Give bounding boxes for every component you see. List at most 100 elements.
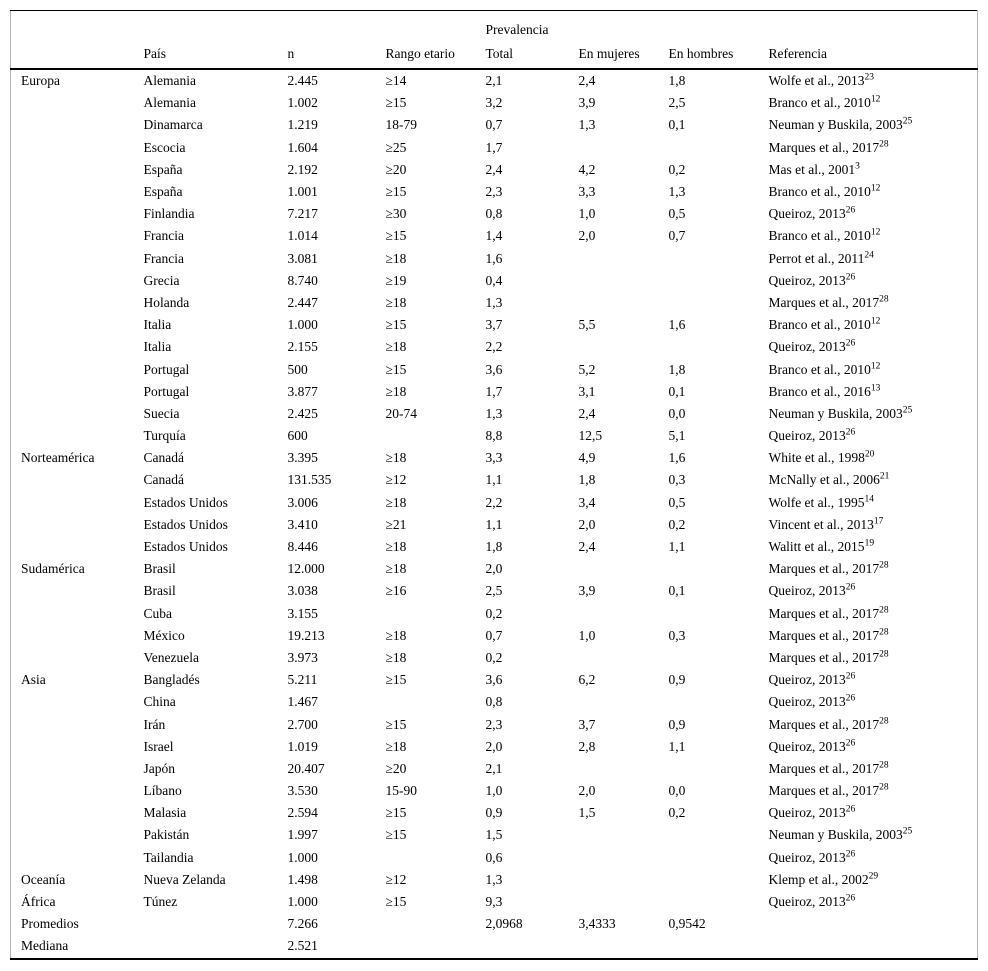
reference-text: Marques et al., 2017 xyxy=(768,716,880,732)
reference-superscript: 28 xyxy=(879,139,889,150)
cell-en-mujeres: 2,4 xyxy=(578,539,596,555)
cell-en-hombres: 0,5 xyxy=(668,206,686,222)
cell-en-mujeres: 1,0 xyxy=(578,206,596,222)
cell-referencia: Queiroz, 201326 xyxy=(759,847,978,869)
reference-superscript: 12 xyxy=(870,227,881,238)
cell-en-mujeres xyxy=(569,891,659,913)
cell-region xyxy=(11,713,134,735)
table-row: Francia 1.014 ≥15 1,4 2,0 0,7 Branco et … xyxy=(11,225,978,247)
cell-n: 3.038 xyxy=(287,583,318,599)
cell-total: 1,0 xyxy=(485,783,503,799)
cell-en-hombres xyxy=(659,869,759,891)
cell-en-hombres: 1,1 xyxy=(668,738,686,754)
cell-total: 1,5 xyxy=(485,827,503,843)
cell-en-hombres xyxy=(659,647,759,669)
cell-region xyxy=(11,536,134,558)
table-row: Irán 2.700 ≥15 2,3 3,7 0,9 Marques et al… xyxy=(11,713,978,735)
table-row: Promedios 7.266 2,0968 3,4333 0,9542 xyxy=(11,913,978,935)
cell-pais: Canadá xyxy=(143,472,184,488)
cell-pais: Tailandia xyxy=(143,849,194,865)
cell-en-hombres: 0,2 xyxy=(668,805,686,821)
reference-text: White et al., 1998 xyxy=(768,450,865,466)
cell-region xyxy=(11,270,134,292)
cell-referencia: Branco et al., 201012 xyxy=(759,92,978,114)
cell-en-mujeres: 2,0 xyxy=(578,516,596,532)
cell-n: 1.467 xyxy=(287,694,318,710)
table-row: Holanda 2.447 ≥18 1,3 Marques et al., 20… xyxy=(11,292,978,314)
cell-rango-etario: ≥18 xyxy=(385,339,407,355)
reference-superscript: 26 xyxy=(845,804,856,815)
cell-en-hombres xyxy=(659,270,759,292)
cell-region xyxy=(11,847,134,869)
cell-region xyxy=(11,425,134,447)
cell-rango-etario: ≥16 xyxy=(385,583,407,599)
cell-en-hombres xyxy=(659,847,759,869)
cell-en-mujeres xyxy=(569,292,659,314)
cell-referencia: Marques et al., 201728 xyxy=(759,603,978,625)
cell-referencia: Marques et al., 201728 xyxy=(759,625,978,647)
cell-pais: España xyxy=(143,161,183,177)
reference-text: Queiroz, 2013 xyxy=(768,428,846,444)
cell-region xyxy=(11,691,134,713)
prevalence-table-container: Prevalencia País n Rango etario Total En… xyxy=(10,10,979,960)
cell-pais: Finlandia xyxy=(143,206,195,222)
reference-text: Queiroz, 2013 xyxy=(768,805,846,821)
cell-referencia: Branco et al., 201613 xyxy=(759,381,978,403)
reference-superscript: 29 xyxy=(868,871,879,882)
table-row: China 1.467 0,8 Queiroz, 201326 xyxy=(11,691,978,713)
reference-text: Branco et al., 2010 xyxy=(768,361,871,377)
cell-total: 1,7 xyxy=(485,139,503,155)
cell-pais: China xyxy=(143,694,176,710)
table-row: Francia 3.081 ≥18 1,6 Perrot et al., 201… xyxy=(11,248,978,270)
reference-text: Branco et al., 2010 xyxy=(768,228,871,244)
cell-region xyxy=(11,314,134,336)
reference-superscript: 3 xyxy=(855,161,860,172)
cell-total: 1,1 xyxy=(485,516,503,532)
cell-referencia: Queiroz, 201326 xyxy=(759,425,978,447)
reference-superscript: 26 xyxy=(845,671,856,682)
cell-rango-etario xyxy=(376,935,476,958)
cell-en-mujeres: 1,3 xyxy=(578,117,596,133)
reference-superscript: 26 xyxy=(845,893,856,904)
cell-region xyxy=(11,137,134,159)
reference-superscript: 13 xyxy=(870,383,881,394)
reference-text: Marques et al., 2017 xyxy=(768,561,880,577)
cell-n: 5.211 xyxy=(287,672,318,688)
cell-rango-etario: ≥18 xyxy=(385,250,407,266)
cell-en-mujeres xyxy=(569,270,659,292)
cell-total: 1,1 xyxy=(485,472,503,488)
cell-n: 3.973 xyxy=(287,649,318,665)
cell-n: 2.425 xyxy=(287,405,318,421)
cell-region xyxy=(11,381,134,403)
table-row: Mediana 2.521 xyxy=(11,935,978,958)
cell-total: 3,7 xyxy=(485,317,503,333)
cell-en-hombres xyxy=(659,336,759,358)
table-row: Cuba 3.155 0,2 Marques et al., 201728 xyxy=(11,603,978,625)
cell-referencia: Queiroz, 201326 xyxy=(759,691,978,713)
cell-en-mujeres: 4,2 xyxy=(578,161,596,177)
cell-en-hombres xyxy=(659,691,759,713)
cell-n: 1.604 xyxy=(287,139,318,155)
cell-rango-etario xyxy=(376,847,476,869)
table-row: Italia 1.000 ≥15 3,7 5,5 1,6 Branco et a… xyxy=(11,314,978,336)
reference-text: Perrot et al., 2011 xyxy=(768,250,865,266)
cell-region xyxy=(11,580,134,602)
cell-pais xyxy=(134,935,278,958)
cell-rango-etario xyxy=(376,691,476,713)
cell-rango-etario: ≥14 xyxy=(385,73,407,89)
table-row: Estados Unidos 3.006 ≥18 2,2 3,4 0,5 Wol… xyxy=(11,492,978,514)
cell-total xyxy=(476,935,569,958)
cell-en-hombres xyxy=(659,824,759,846)
reference-text: McNally et al., 2006 xyxy=(768,472,880,488)
cell-pais: Venezuela xyxy=(143,649,199,665)
cell-region xyxy=(11,292,134,314)
cell-region: Oceanía xyxy=(21,871,66,887)
cell-n: 1.997 xyxy=(287,827,318,843)
cell-total: 0,6 xyxy=(485,849,503,865)
cell-rango-etario: ≥18 xyxy=(385,294,407,310)
cell-n: 3.081 xyxy=(287,250,318,266)
cell-total: 1,8 xyxy=(485,539,503,555)
cell-en-mujeres xyxy=(569,824,659,846)
table-row: África Túnez 1.000 ≥15 9,3 Queiroz, 2013… xyxy=(11,891,978,913)
cell-en-mujeres xyxy=(569,847,659,869)
